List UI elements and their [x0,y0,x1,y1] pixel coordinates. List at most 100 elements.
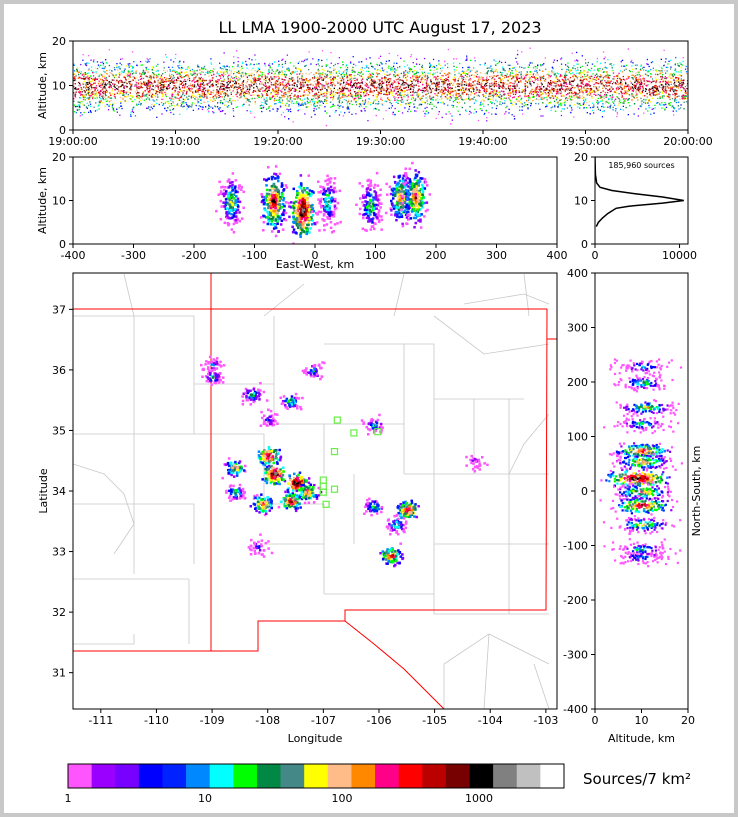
source-pixel [461,91,463,93]
source-pixel [301,88,303,91]
source-pixel [317,81,320,83]
source-pixel [284,87,286,89]
source-pixel [202,78,204,80]
source-pixel [522,88,524,91]
source-pixel [648,100,650,102]
source-pixel [482,87,484,90]
source-pixel [333,83,335,85]
source-pixel [333,105,335,107]
source-pixel [617,74,619,76]
source-pixel [184,94,186,97]
source-pixel [164,71,166,74]
source-pixel [395,93,397,95]
source-pixel [326,112,328,114]
source-pixel [237,76,240,79]
source-pixel [634,81,636,83]
source-pixel [605,81,607,84]
source-pixel [598,85,600,88]
source-pixel [223,52,225,54]
source-pixel [268,79,270,81]
source-pixel [201,108,204,110]
source-pixel [627,114,629,116]
source-pixel [79,97,81,99]
source-pixel [490,75,492,77]
source-pixel [553,88,556,90]
source-pixel [378,83,380,85]
source-pixel [679,86,682,89]
source-pixel [442,82,444,84]
source-pixel [281,66,284,68]
source-pixel [196,90,198,92]
source-pixel [129,76,131,78]
source-pixel [642,84,644,87]
source-pixel [593,83,595,85]
source-pixel [206,97,208,99]
source-pixel [228,74,230,76]
source-pixel [208,104,210,106]
source-pixel [432,98,434,101]
source-pixel [390,78,392,80]
source-pixel [104,94,107,96]
source-pixel [151,88,153,90]
source-pixel [222,76,224,78]
source-pixel [459,113,461,116]
source-pixel [411,80,413,83]
source-pixel [482,103,484,105]
source-pixel [232,110,235,112]
source-pixel [390,68,392,70]
source-pixel [412,75,414,77]
source-pixel [365,89,367,91]
source-pixel [561,102,563,104]
source-pixel [273,99,276,101]
source-pixel [296,70,298,72]
source-pixel [166,86,168,88]
source-pixel [478,83,480,85]
source-pixel [81,91,83,93]
source-pixel [433,69,435,72]
source-pixel [341,101,343,103]
source-pixel [401,79,403,81]
source-pixel [348,84,350,86]
source-pixel [659,70,661,72]
source-pixel [543,90,545,92]
source-pixel [88,69,90,71]
source-pixel [203,65,206,68]
source-pixel [321,50,324,52]
source-pixel [407,94,409,96]
source-pixel [447,66,449,69]
source-pixel [119,68,121,70]
source-pixel [197,89,199,92]
source-pixel [332,103,334,106]
source-pixel [98,101,101,104]
source-pixel [102,81,105,83]
source-pixel [350,86,352,88]
source-pixel [324,87,326,89]
source-pixel [139,87,141,89]
source-pixel [602,103,604,105]
source-pixel [518,100,520,102]
source-pixel [109,83,111,86]
source-pixel [443,92,445,95]
source-pixel [457,80,459,82]
source-pixel [393,90,395,92]
source-pixel [657,101,659,104]
source-pixel [246,110,248,112]
source-pixel [120,105,123,107]
source-pixel [237,106,239,108]
source-pixel [433,76,435,78]
source-pixel [110,81,112,84]
source-pixel [76,69,78,71]
source-pixel [94,86,96,89]
source-pixel [248,104,250,106]
source-pixel [536,67,538,70]
source-pixel [603,71,605,73]
source-pixel [682,60,684,62]
source-pixel [560,63,563,65]
source-pixel [73,64,75,66]
source-pixel [397,82,400,85]
source-pixel [306,59,308,61]
source-pixel [127,72,129,74]
source-pixel [425,113,427,115]
source-pixel [330,62,332,64]
source-pixel [333,95,335,97]
